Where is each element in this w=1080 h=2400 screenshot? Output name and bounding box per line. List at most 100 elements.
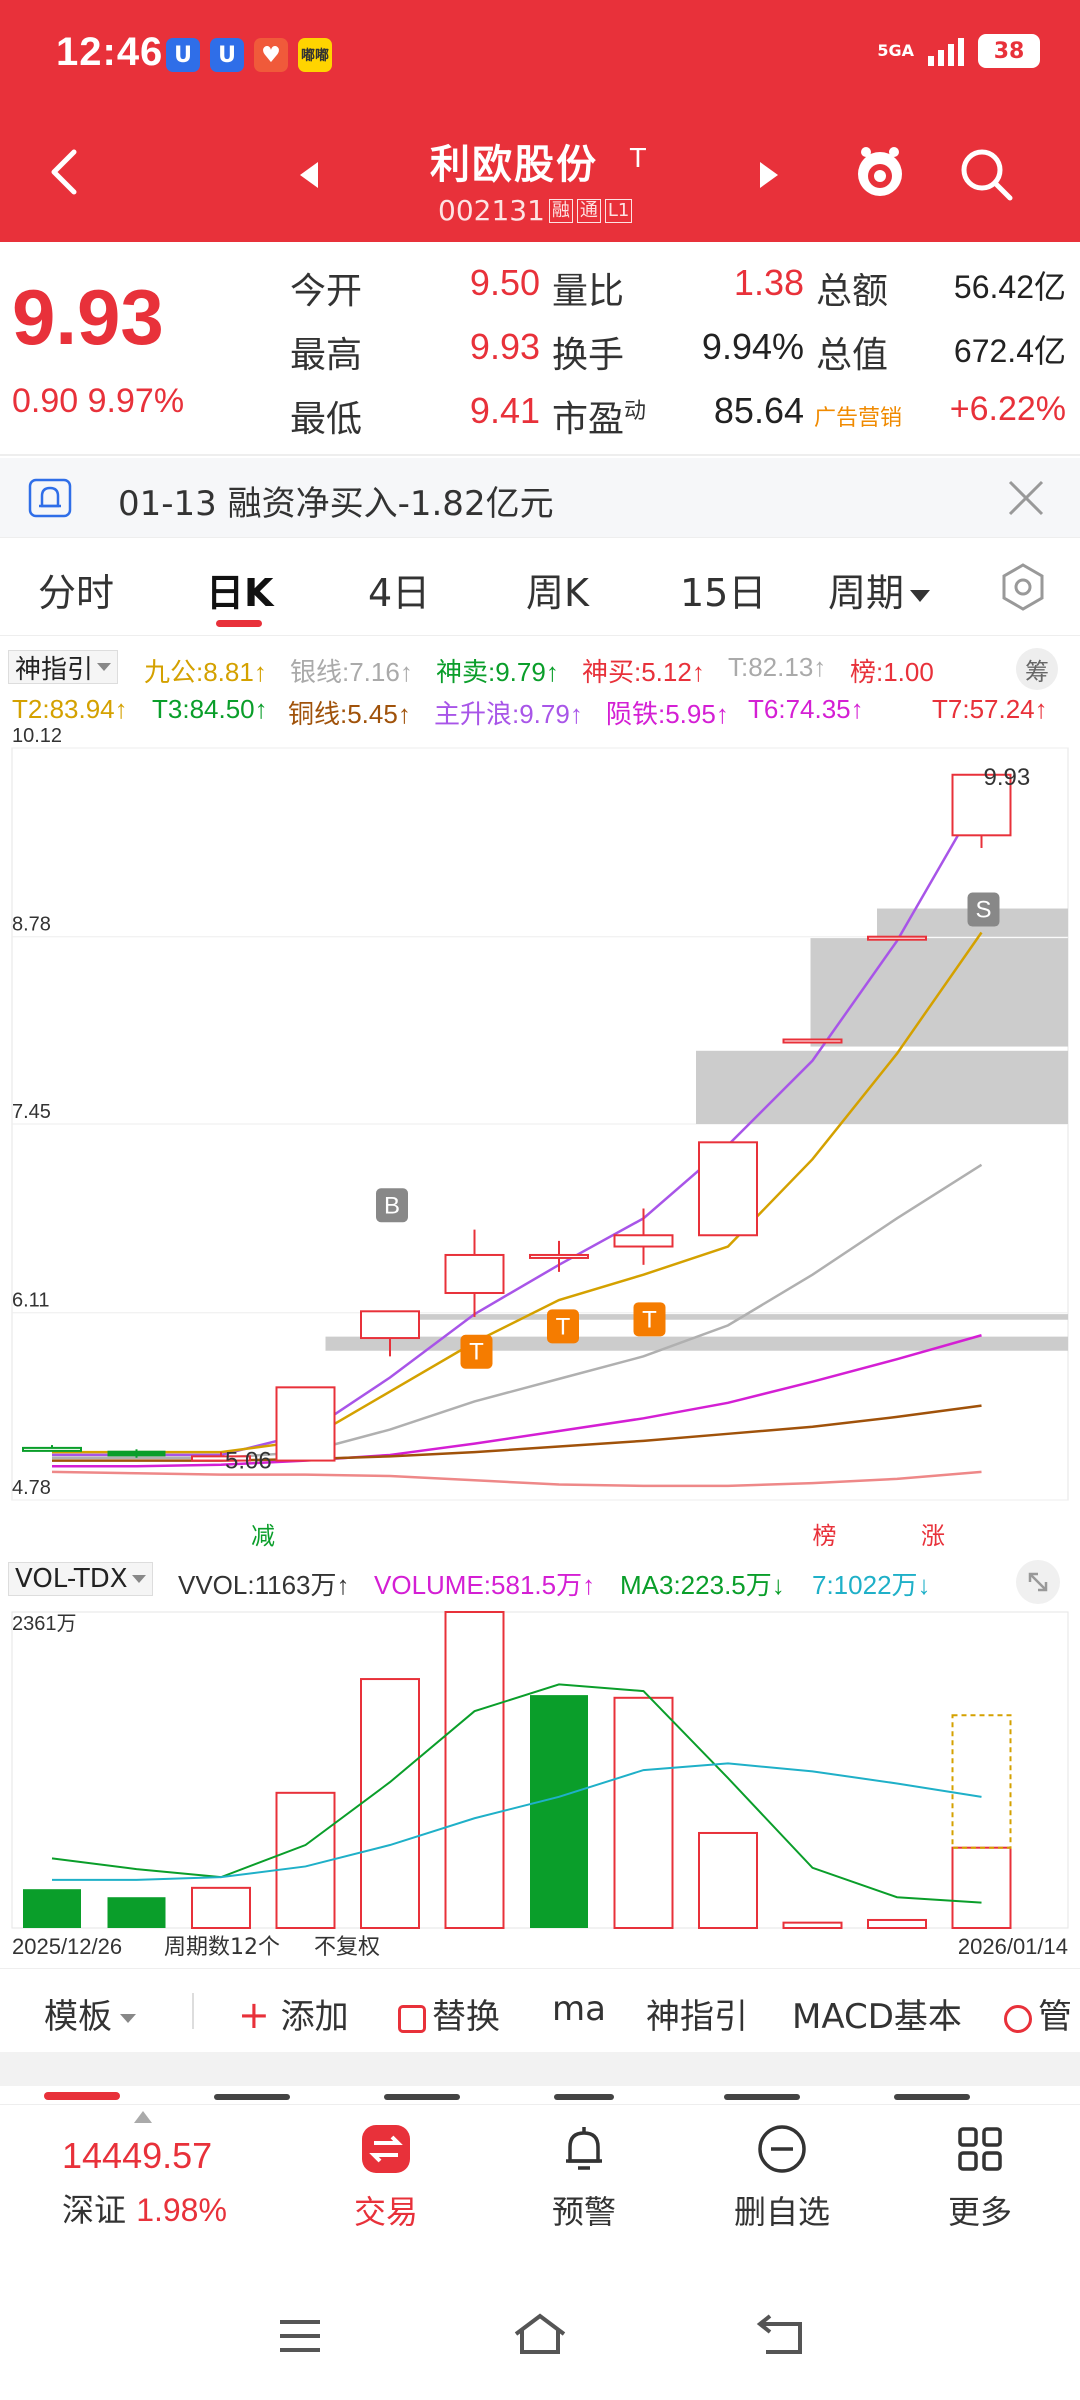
indicator-selector[interactable]: 神指引 — [8, 650, 119, 685]
settings-icon[interactable] — [998, 562, 1048, 612]
t-marker-text: T — [469, 1339, 484, 1366]
grid-icon — [958, 2127, 1002, 2171]
add-button[interactable]: + 添加 — [238, 1989, 349, 2038]
tab-daily-k[interactable]: 日K — [206, 571, 274, 615]
index-pct: 1.98% — [136, 2192, 227, 2228]
last-price-label: 9.93 — [984, 764, 1031, 791]
volume-bar — [191, 1886, 251, 1930]
close-icon[interactable] — [1006, 478, 1046, 518]
system-navigation — [0, 2254, 1080, 2400]
menu-icon[interactable] — [276, 2316, 324, 2356]
change-pct: 9.97% — [87, 382, 185, 420]
indicator-ma[interactable]: ma — [552, 1989, 606, 2029]
ma-silver-line — [52, 1163, 983, 1460]
volume-bar — [23, 1889, 81, 1928]
app-notification-icon: U — [166, 38, 200, 72]
candle-body — [529, 1253, 589, 1259]
mascot-icon[interactable] — [850, 142, 910, 202]
candle-body — [275, 1386, 336, 1462]
connect-tag: 通 — [576, 198, 601, 223]
volume-ma7-line — [52, 1762, 982, 1881]
sell-marker-text: S — [975, 897, 991, 924]
indicator-macd[interactable]: MACD基本 — [792, 1997, 962, 2037]
index-value[interactable]: 14449.57 — [62, 2135, 213, 2176]
x-start-label: 2025/12/26 — [12, 1934, 122, 1959]
low-value: 9.41 — [469, 390, 540, 431]
minus-circle-icon — [758, 2125, 806, 2173]
sector-change[interactable]: +6.22% — [949, 390, 1066, 428]
home-icon[interactable] — [512, 2312, 568, 2356]
pe-superscript: 动 — [624, 399, 647, 424]
candle-body — [951, 773, 1012, 837]
tab-15day[interactable]: 15日 — [680, 571, 767, 615]
y-tick-label: 7.45 — [12, 1101, 51, 1123]
change-value: 0.90 — [12, 382, 79, 420]
high-label: 最高 — [290, 335, 363, 376]
volume-indicator-selector[interactable]: VOL-TDX — [8, 1562, 153, 1596]
status-bar: 12:46 U U ♥ 嘟嘟 5GA 38 — [0, 0, 1080, 118]
ma-jiugong-line — [52, 931, 983, 1454]
next-stock-icon[interactable] — [760, 162, 778, 188]
manage-button[interactable]: 管 — [1004, 1989, 1072, 2038]
signal-icon — [928, 36, 964, 66]
nav-alert[interactable]: 预警 — [514, 2121, 654, 2233]
t-marker-text: T — [642, 1306, 657, 1333]
tab-intraday[interactable]: 分时 — [38, 571, 115, 615]
chip-distribution-button[interactable]: 筹 — [1016, 648, 1058, 690]
battery-icon: 38 — [978, 34, 1040, 68]
index-name[interactable]: 深证 1.98% — [62, 2185, 227, 2231]
stock-code-text: 002131 — [438, 194, 545, 227]
tab-period[interactable]: 周期 — [828, 562, 931, 617]
high-value: 9.93 — [469, 326, 540, 367]
y-tick-label: 4.78 — [12, 1477, 51, 1499]
pe-label: 市盈动 — [552, 390, 646, 442]
chevron-down-icon — [120, 2014, 136, 2023]
hidden-tab-row — [0, 2086, 1080, 2104]
nav-alert-label: 预警 — [551, 2193, 616, 2231]
indicator-legend-1: 神卖:9.79↑ — [436, 657, 559, 687]
sell-marker — [967, 892, 1000, 927]
volume-bar — [613, 1696, 674, 1930]
candle-body — [613, 1234, 674, 1248]
chart-frame — [11, 747, 1069, 1501]
expand-icon[interactable] — [1016, 1560, 1060, 1604]
nav-trade[interactable]: 交易 — [316, 2121, 456, 2233]
indicator-legend-1: T:82.13↑ — [728, 652, 827, 682]
news-banner[interactable]: 01-13 融资净买入-1.82亿元 — [0, 458, 1080, 538]
indicator-legend-2: T7:57.24↑ — [932, 694, 1048, 724]
market-cap-label: 总值 — [816, 335, 889, 376]
prev-stock-icon[interactable] — [300, 162, 318, 188]
stock-code: 002131 融 通 L1 — [438, 194, 633, 227]
candle-body — [698, 1141, 758, 1237]
amount-value: 56.42亿 — [953, 269, 1066, 305]
resistance-zone — [877, 908, 1068, 937]
back-icon[interactable] — [38, 142, 98, 202]
volume-legend: 7:1022万↓ — [812, 1570, 931, 1600]
indicator-legend-1: 榜:1.00 — [850, 657, 934, 687]
back-nav-icon[interactable] — [756, 2312, 808, 2356]
replace-button[interactable]: 替换 — [398, 1989, 500, 2038]
sector-name[interactable]: 广告营销 — [814, 406, 903, 431]
last-price: 9.93 — [12, 273, 164, 361]
volume-ratio-label: 量比 — [552, 271, 625, 312]
period-count-label: 周期数12个 — [164, 1935, 280, 1960]
template-button[interactable]: 模板 — [44, 1989, 136, 2038]
search-icon[interactable] — [956, 144, 1016, 204]
volume-bar — [275, 1791, 336, 1929]
tab-weekly-k[interactable]: 周K — [526, 571, 589, 615]
tab-4day[interactable]: 4日 — [368, 571, 431, 615]
app-notification-icon: ♥ — [254, 38, 288, 72]
candle-body — [444, 1253, 505, 1294]
volume-bar — [867, 1918, 927, 1929]
buy-marker-text: B — [384, 1192, 400, 1219]
hexagon-icon — [1004, 2004, 1032, 2033]
nav-remove-favorite[interactable]: 删自选 — [712, 2121, 852, 2233]
indicator-legend-2: T2:83.94↑ — [12, 694, 128, 724]
volume-ratio-value: 1.38 — [733, 262, 804, 303]
nav-more[interactable]: 更多 — [910, 2121, 1050, 2233]
y-tick-label: 6.11 — [12, 1290, 49, 1312]
indicator-active[interactable]: 神指引 — [646, 1997, 748, 2037]
tab-active-indicator — [216, 620, 262, 627]
nav-trade-label: 交易 — [353, 2193, 418, 2231]
indicator-legend-1: 神买:5.12↑ — [582, 657, 705, 687]
